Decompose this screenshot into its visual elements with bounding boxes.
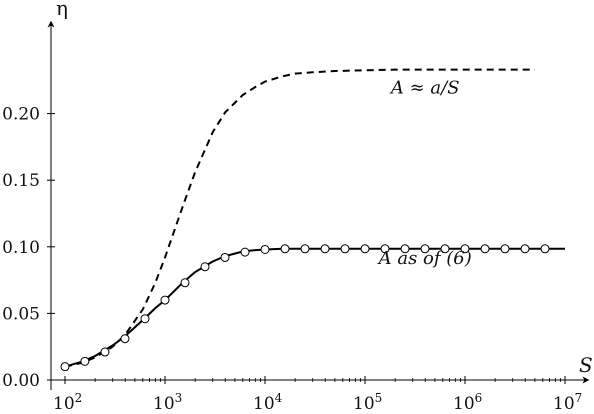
labels-layer: Sη A ≈ a/S A as of (6) (56, 0, 593, 377)
x-tick-label-5: 107 (553, 391, 582, 414)
data-point-20 (460, 244, 470, 254)
y-tick-label-1: 0.05 (2, 304, 40, 324)
x-axis-label: S (579, 353, 593, 377)
y-tick-label-2: 0.10 (2, 238, 40, 258)
data-point-21 (480, 244, 490, 254)
y-tick-label-4: 0.20 (2, 105, 40, 125)
data-point-1 (80, 356, 90, 366)
data-point-17 (400, 244, 410, 254)
data-point-13 (320, 244, 330, 254)
x-tick-label-3: 105 (353, 391, 382, 414)
data-point-23 (520, 244, 530, 254)
data-point-11 (280, 244, 290, 254)
data-point-6 (180, 278, 190, 288)
data-point-19 (440, 244, 450, 254)
data-point-5 (160, 295, 170, 305)
x-tick-label-1: 103 (153, 391, 182, 414)
data-point-10 (260, 244, 270, 254)
series-line-1 (64, 247, 565, 368)
x-tick-label-4: 106 (453, 391, 482, 414)
data-point-14 (340, 244, 350, 254)
series-label-1: A as of (6) (377, 248, 472, 269)
y-tick-label-3: 0.15 (2, 171, 40, 191)
data-point-22 (500, 244, 510, 254)
series-line-0 (64, 68, 535, 368)
data-point-2 (100, 347, 110, 357)
data-point-0 (60, 362, 70, 372)
ticks: 102 103 104 105 106 107 0.00 0.05 0.10 0.15 0.20 (2, 105, 582, 414)
x-tick-label-0: 102 (53, 391, 82, 414)
marker-layer (60, 244, 550, 372)
data-point-16 (380, 244, 390, 254)
series-label-0: A ≈ a/S (389, 78, 460, 99)
data-point-18 (420, 244, 430, 254)
series-layer (64, 68, 565, 368)
data-point-4 (140, 314, 150, 324)
data-point-7 (200, 262, 210, 272)
data-point-15 (360, 244, 370, 254)
data-point-24 (540, 244, 550, 254)
data-point-9 (240, 247, 250, 257)
x-tick-label-2: 104 (253, 391, 283, 414)
data-point-3 (120, 334, 130, 344)
y-axis-label: η (56, 0, 68, 20)
axes (47, 20, 590, 390)
data-point-12 (300, 244, 310, 254)
data-point-8 (220, 252, 230, 262)
y-tick-label-0: 0.00 (2, 371, 40, 391)
